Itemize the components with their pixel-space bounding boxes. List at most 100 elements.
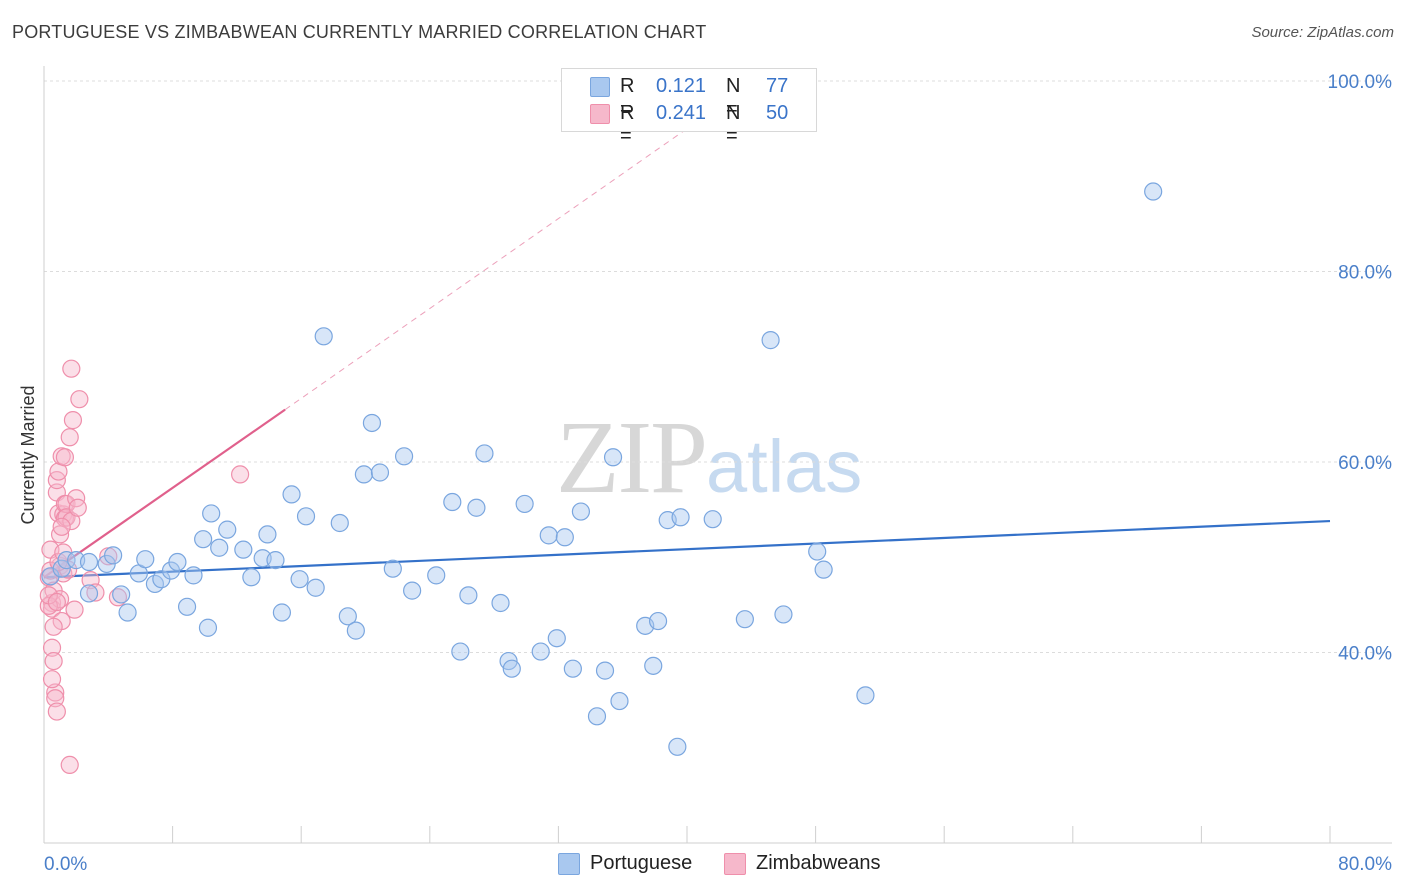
portuguese-point [595,661,615,680]
watermark-atlas: atlas [706,425,863,508]
legend-r-value: 0.241 [656,102,707,124]
legend-swatch-portuguese [590,77,610,97]
gridlines [44,80,1392,654]
portuguese-point [306,578,325,597]
y-tick-label: 100.0% [1328,72,1393,93]
portuguese-point [671,508,690,527]
portuguese-point [475,444,494,463]
portuguese-point [735,610,754,629]
zimbabwean-point [55,448,74,467]
portuguese-point [1144,182,1163,201]
portuguese-point [296,507,316,526]
portuguese-point [354,465,373,484]
portuguese-point [587,707,607,726]
portuguese-point [198,618,218,637]
portuguese-point [403,581,422,600]
zimbabwean-point [47,592,66,612]
portuguese-point [234,540,253,559]
portuguese-point [370,463,390,482]
portuguese-point [346,621,365,640]
zimbabwean-point [44,617,63,636]
zimbabwean-point [65,600,84,619]
x-tick-label: 0.0% [44,854,87,875]
portuguese-point [610,691,629,711]
portuguese-point [383,559,402,578]
zimbabwean-point [231,465,250,484]
portuguese-trend-line [43,519,1331,579]
legend-r-value: 0.121 [656,75,707,97]
portuguese-point [57,551,76,570]
zimbabwean-point [86,583,105,602]
portuguese-point [52,559,71,578]
y-tick-label: 60.0% [1338,453,1392,474]
portuguese-point [194,530,213,549]
zimbabwean-point [67,489,86,508]
portuguese-point [531,642,550,661]
portuguese-point [443,492,462,512]
portuguese-point [668,737,687,756]
legend-n-value: 77 [766,75,789,97]
y-tick-label: 40.0% [1338,644,1392,665]
portuguese-point [563,659,582,678]
portuguese-point [502,659,521,678]
zimbabwean-point [46,683,65,702]
zimbabwean-point [39,568,58,587]
zimbabwean-point [46,689,65,708]
legend-swatch-zimbabwean [590,104,610,124]
portuguese-point [177,597,197,616]
portuguese-point [104,546,123,565]
portuguese-point [184,566,203,585]
zimbabwean-point [60,428,79,447]
portuguese-point [272,603,292,622]
portuguese-point [210,538,229,557]
portuguese-point [202,504,221,523]
tick-labels: 40.0% 60.0% 80.0% 100.0% 0.0% 80.0% Currently … [18,72,1392,875]
zimbabwean-point [52,517,71,536]
portuguese-point [808,542,827,561]
portuguese-point [282,485,301,504]
portuguese-point [394,447,414,466]
portuguese-point [427,566,446,585]
portuguese-point [112,585,131,604]
portuguese-point [118,603,137,622]
portuguese-point [338,607,357,626]
zimbabwean-point [44,651,63,671]
x-tick-label: 80.0% [1338,854,1392,875]
portuguese-point [555,528,574,547]
portuguese-point [774,605,793,624]
portuguese-point [266,551,285,570]
zimbabwean-point [68,498,87,517]
portuguese-point [314,327,333,346]
zimbabwean-point [70,390,89,409]
zimbabwean-points [39,359,250,775]
watermark-zip: ZIP [556,400,708,515]
zimbabweans-label: Zimbabweans [756,852,881,874]
portuguese-point [362,413,382,433]
chart-title: PORTUGUESE VS ZIMBABWEAN CURRENTLY MARRI… [12,22,707,42]
portuguese-point [136,550,155,569]
portuguese-point [648,611,668,631]
correlation-legend: R = 0.121 N = 77 R = 0.241 N = 50 [561,68,817,147]
portuguese-points [41,182,1163,756]
watermark: ZIPatlas [556,398,862,517]
zimbabwean-point [50,590,70,609]
legend-n-label: N = [726,102,741,147]
portuguese-point [571,502,591,521]
legend-r-label: R = [620,102,635,147]
axes [43,66,1392,844]
portuguese-point [218,520,237,539]
portuguese-point [644,656,663,675]
zimbabwean-point [60,755,79,775]
zimbabwean-point [62,359,81,378]
portuguese-point [814,560,833,579]
portuguese-point [856,686,875,705]
y-axis-label: Currently Married [18,385,38,524]
zimbabweans-swatch [724,853,746,875]
legend-r-label: R = [620,75,635,120]
portuguese-point [242,568,261,587]
portuguese-point [515,494,534,514]
portuguese-point [290,570,309,589]
y-tick-label: 80.0% [1338,263,1392,284]
portuguese-point [703,510,722,529]
